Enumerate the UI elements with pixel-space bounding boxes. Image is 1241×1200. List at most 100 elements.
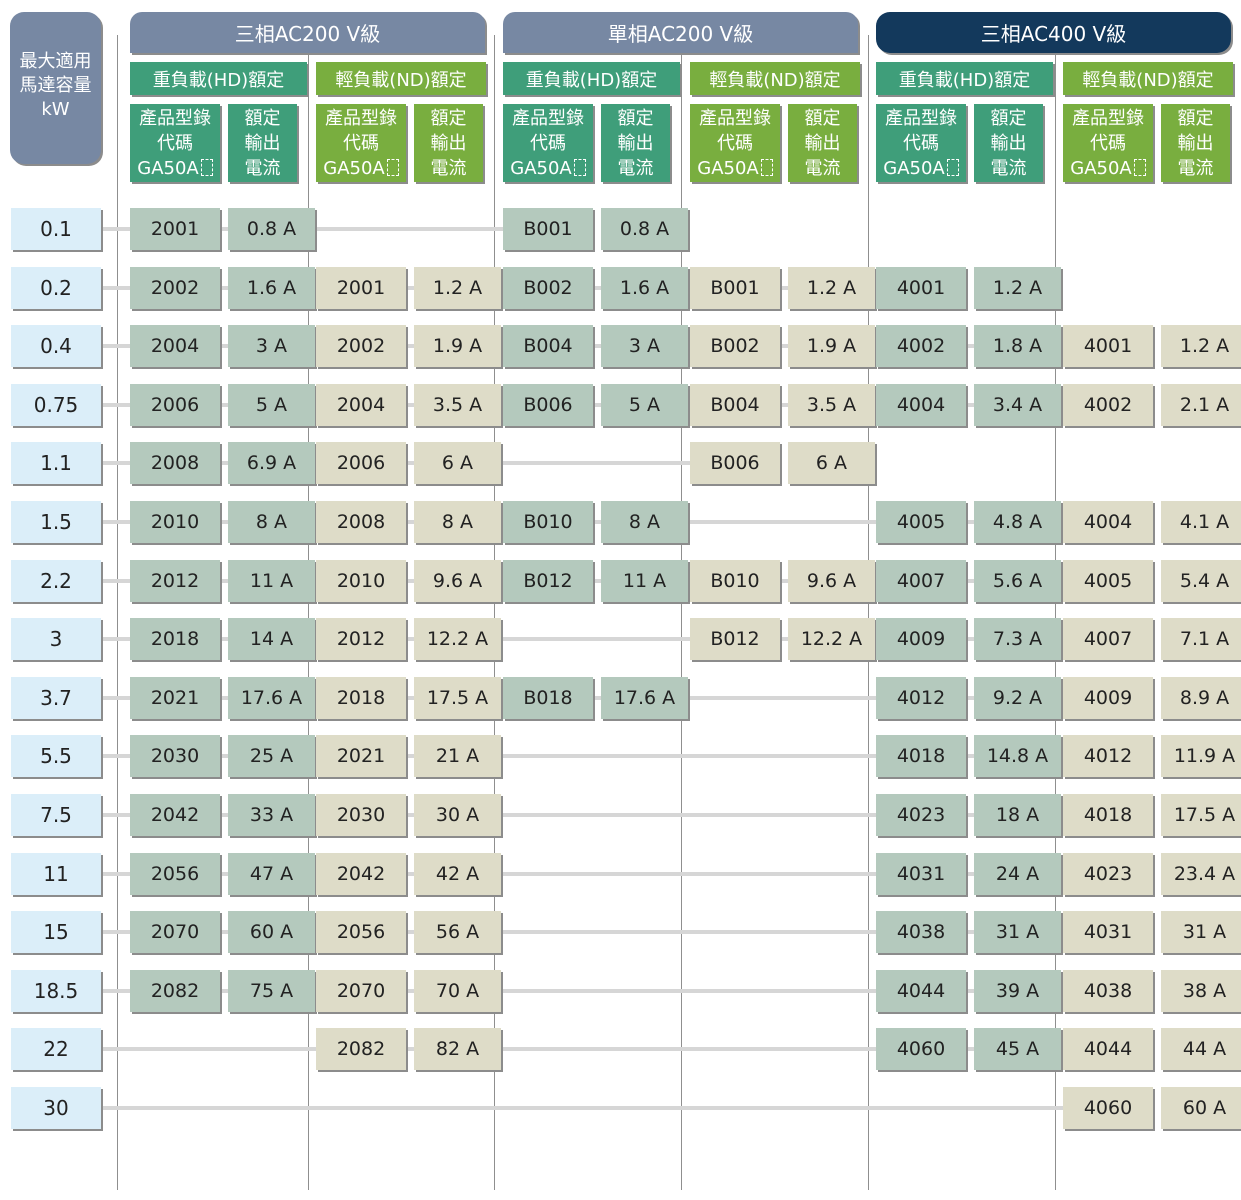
rated-current-cell: 5.4 A [1161,560,1241,602]
model-code-cell: B004 [690,384,780,426]
catalog-code-header: 產品型錄 代碼 GA50A [876,104,966,182]
catalog-code-header-line: GA50A [1070,156,1146,181]
model-code-cell: 2010 [130,501,220,543]
model-code-cell: 2082 [316,1028,406,1070]
rated-current-cell: 17.5 A [1161,794,1241,836]
rated-current-header-line: 輸出 [430,132,467,154]
row-connector [100,930,1083,934]
model-code-cell: 2021 [316,735,406,777]
catalog-code-header-line: GA50A [510,156,586,181]
rated-current-cell: 1.6 A [228,267,315,309]
model-code-cell: 4004 [876,384,966,426]
rated-current-header: 額定 輸出 電流 [228,104,297,182]
catalog-code-header-line: 產品型錄 [885,107,957,129]
catalog-code-header-line: 產品型錄 [1072,107,1144,129]
model-code-cell: 4005 [1063,560,1153,602]
rated-current-cell: 33 A [228,794,315,836]
catalog-code-header-line: GA50A [323,156,399,181]
rated-current-header-line: 電流 [617,157,654,179]
model-code-cell: 2030 [130,735,220,777]
model-code-cell: 4002 [1063,384,1153,426]
rated-current-cell: 12.2 A [414,618,501,660]
rated-current-header: 額定 輸出 電流 [1161,104,1230,182]
model-code-cell: 4007 [1063,618,1153,660]
model-code-cell: 4005 [876,501,966,543]
row-connector [100,1106,1083,1110]
voltage-class-header: 三相AC400 V級 [876,12,1231,53]
rated-current-cell: 7.3 A [974,618,1061,660]
rated-current-header-line: 電流 [1177,157,1214,179]
rated-current-cell: 56 A [414,911,501,953]
column-divider [494,35,495,1190]
rated-current-cell: 1.9 A [788,325,875,367]
motor-capacity-cell: 2.2 [11,560,101,602]
rated-current-cell: 1.9 A [414,325,501,367]
normal-duty-rating-header: 輕負載(ND)額定 [1063,62,1233,95]
capacity-header-line: 最大適用 [19,51,92,72]
rated-current-cell: 18 A [974,794,1061,836]
motor-capacity-cell: 30 [11,1087,101,1129]
rated-current-cell: 1.2 A [1161,325,1241,367]
code-suffix-placeholder-icon [1133,158,1146,176]
model-code-cell: 2056 [316,911,406,953]
row-connector [100,1047,1083,1051]
model-code-cell: 4031 [876,853,966,895]
rated-current-cell: 1.2 A [974,267,1061,309]
rated-current-header-line: 額定 [244,107,281,129]
rated-current-cell: 6.9 A [228,442,315,484]
model-code-cell: 2010 [316,560,406,602]
model-code-cell: 4060 [876,1028,966,1070]
catalog-code-header: 產品型錄 代碼 GA50A [690,104,780,182]
capacity-header: 最大適用 馬達容量 kW [10,12,101,164]
model-code-cell: B006 [690,442,780,484]
rated-current-cell: 4.8 A [974,501,1061,543]
catalog-code-header: 產品型錄 代碼 GA50A [316,104,406,182]
catalog-code-header: 產品型錄 代碼 GA50A [1063,104,1153,182]
model-code-cell: 2070 [130,911,220,953]
catalog-code-header-line: 代碼 [530,132,566,154]
catalog-code-header-line: GA50A [137,156,213,181]
rated-current-cell: 31 A [974,911,1061,953]
column-divider [117,35,118,1190]
motor-capacity-cell: 11 [11,853,101,895]
rated-current-cell: 9.6 A [414,560,501,602]
rated-current-cell: 42 A [414,853,501,895]
rated-current-cell: 75 A [228,970,315,1012]
rated-current-cell: 9.6 A [788,560,875,602]
rated-current-cell: 14 A [228,618,315,660]
rated-current-header-line: 額定 [804,107,841,129]
model-code-cell: 4038 [876,911,966,953]
rated-current-cell: 6 A [414,442,501,484]
row-connector [100,637,1083,641]
catalog-code-header: 產品型錄 代碼 GA50A [130,104,220,182]
rated-current-cell: 45 A [974,1028,1061,1070]
rated-current-header-line: 電流 [990,157,1027,179]
model-code-cell: B006 [503,384,593,426]
rated-current-cell: 25 A [228,735,315,777]
heavy-duty-rating-header: 重負載(HD)額定 [503,62,680,95]
model-code-cell: 2012 [316,618,406,660]
model-code-cell: 4018 [876,735,966,777]
model-code-cell: 2018 [130,618,220,660]
model-code-cell: 4002 [876,325,966,367]
normal-duty-rating-header: 輕負載(ND)額定 [316,62,486,95]
heavy-duty-rating-header: 重負載(HD)額定 [130,62,307,95]
rated-current-header-line: 額定 [1177,107,1214,129]
model-code-cell: B012 [690,618,780,660]
rated-current-header-line: 額定 [617,107,654,129]
model-code-cell: 4009 [876,618,966,660]
model-code-cell: B010 [690,560,780,602]
capacity-header-line: kW [41,99,70,120]
catalog-code-header-line: 產品型錄 [512,107,584,129]
model-code-cell: 4060 [1063,1087,1153,1129]
rated-current-cell: 4.1 A [1161,501,1241,543]
motor-capacity-cell: 18.5 [11,970,101,1012]
motor-capacity-cell: 0.4 [11,325,101,367]
model-code-cell: B002 [503,267,593,309]
rated-current-cell: 7.1 A [1161,618,1241,660]
rated-current-cell: 8 A [414,501,501,543]
row-connector [100,813,1083,817]
rated-current-cell: 39 A [974,970,1061,1012]
model-code-cell: 2006 [316,442,406,484]
rated-current-cell: 11 A [228,560,315,602]
